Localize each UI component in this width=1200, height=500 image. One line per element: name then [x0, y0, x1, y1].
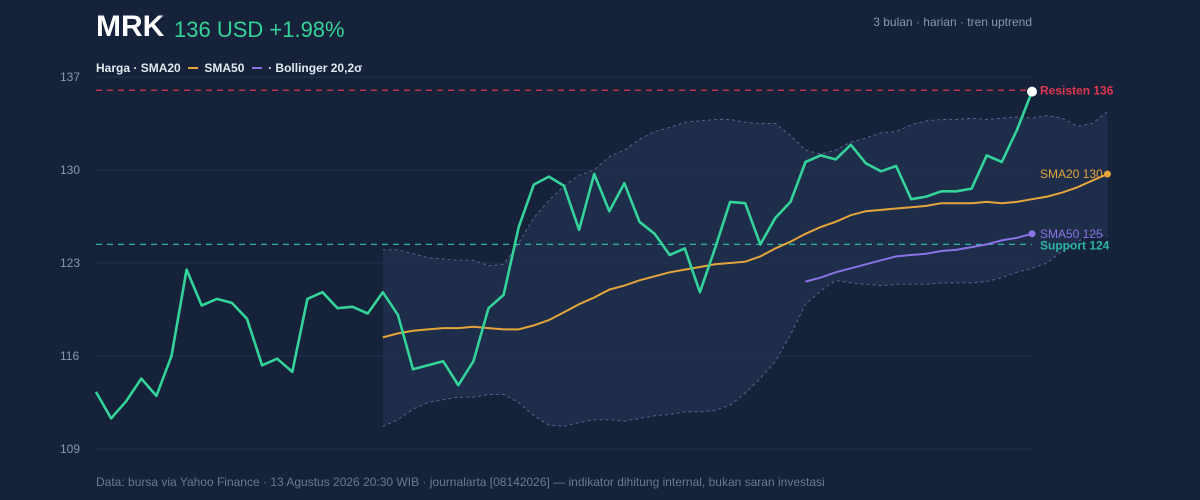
y-tick-label: 137 [60, 70, 80, 84]
chart-legend: Harga · SMA20 SMA50 · Bollinger 20,2σ [96, 61, 362, 75]
bollinger-lower-line [382, 233, 1108, 427]
bollinger-band-fill [382, 111, 1108, 427]
price-change: 136 USD +1.98% [174, 17, 345, 42]
chart-subtitle: 3 bulan · harian · tren uptrend [873, 15, 1032, 29]
sma20-line [382, 173, 1108, 339]
y-tick-label: 130 [60, 163, 80, 177]
bollinger-upper-line [382, 111, 1108, 267]
chart-footer: Data: bursa via Yahoo Finance · 13 Agust… [96, 475, 825, 489]
legend-price-label: Harga · [96, 61, 138, 75]
support-label: Support 124 [1040, 238, 1110, 252]
y-tick-label: 109 [60, 442, 80, 456]
ticker-symbol: MRK [96, 10, 165, 43]
legend-bollinger-label: · Bollinger 20,2σ [268, 61, 363, 75]
y-tick-label: 123 [60, 256, 80, 270]
y-tick-label: 116 [60, 349, 79, 363]
sma50-end-marker [1028, 230, 1036, 238]
resistance-label: Resisten 136 [1040, 83, 1114, 97]
sma50-end-label: SMA50 125 [1040, 227, 1103, 241]
legend-bollinger-swatch [251, 66, 262, 69]
legend-sma20-label: SMA20 [140, 61, 181, 75]
legend-sma50-label: SMA50 [204, 61, 245, 75]
sma50-line [805, 232, 1033, 283]
price-end-marker [1027, 86, 1037, 97]
legend-sma20-swatch [188, 66, 199, 69]
sma20-end-label: SMA20 130 [1040, 167, 1103, 181]
sma20-end-marker [1103, 170, 1111, 178]
price-line [94, 91, 1034, 420]
